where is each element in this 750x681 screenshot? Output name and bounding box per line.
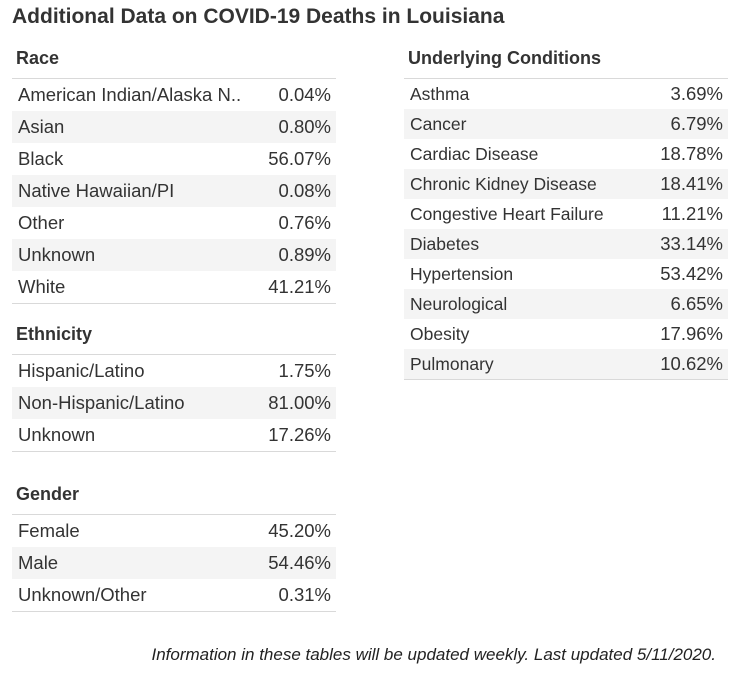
row-value: 17.26% (268, 424, 331, 445)
race-table: American Indian/Alaska N.. 0.04% Asian 0.80… (12, 78, 336, 304)
row-value: 54.46% (268, 552, 331, 573)
table-row: Unknown 0.89% (12, 239, 336, 271)
gender-table: Female 45.20% Male 54.46% Unknown/Other 0.31% (12, 514, 336, 612)
row-value: 0.08% (278, 180, 331, 201)
row-label: Diabetes (410, 233, 480, 254)
table-row: Female 45.20% (12, 515, 336, 547)
race-heading: Race (16, 48, 60, 68)
row-value: 1.75% (278, 360, 331, 381)
row-label: Asthma (410, 83, 470, 104)
row-value: 18.41% (660, 173, 723, 194)
table-row: Non-Hispanic/Latino 81.00% (12, 387, 336, 419)
table-row: Chronic Kidney Disease 18.41% (404, 169, 728, 199)
row-label: Other (18, 212, 65, 233)
table-row: Cancer 6.79% (404, 109, 728, 139)
row-label: Hispanic/Latino (18, 360, 145, 381)
row-value: 0.31% (278, 584, 331, 605)
table-row: Neurological 6.65% (404, 289, 728, 319)
gender-heading: Gender (16, 484, 80, 504)
row-label: Unknown (18, 424, 96, 445)
table-row: Asian 0.80% (12, 111, 336, 143)
row-value: 41.21% (268, 276, 331, 297)
table-row: Unknown/Other 0.31% (12, 579, 336, 611)
table-row: Obesity 17.96% (404, 319, 728, 349)
row-value: 11.21% (661, 203, 723, 224)
row-value: 3.69% (670, 83, 723, 104)
table-row: Male 54.46% (12, 547, 336, 579)
ethnicity-heading: Ethnicity (16, 324, 93, 344)
row-value: 56.07% (268, 148, 331, 169)
row-label: Cardiac Disease (410, 143, 539, 164)
row-label: Chronic Kidney Disease (410, 173, 597, 194)
row-label: Black (18, 148, 64, 169)
row-label: Congestive Heart Failure (410, 203, 604, 224)
row-value: 6.79% (670, 113, 723, 134)
row-value: 10.62% (660, 353, 723, 374)
table-row: Native Hawaiian/PI 0.08% (12, 175, 336, 207)
row-value: 0.76% (278, 212, 331, 233)
row-label: Non-Hispanic/Latino (18, 392, 185, 413)
table-row: Unknown 17.26% (12, 419, 336, 451)
row-label: Unknown/Other (18, 584, 147, 605)
table-row: Hypertension 53.42% (404, 259, 728, 289)
table-row: American Indian/Alaska N.. 0.04% (12, 79, 336, 111)
row-value: 6.65% (670, 293, 723, 314)
page-title: Additional Data on COVID-19 Deaths in Lo… (12, 5, 505, 28)
row-label: Asian (18, 116, 65, 137)
table-row: Pulmonary 10.62% (404, 349, 728, 379)
row-label: Obesity (410, 323, 470, 344)
row-label: Female (18, 520, 80, 541)
table-row: Hispanic/Latino 1.75% (12, 355, 336, 387)
row-label: Native Hawaiian/PI (18, 180, 175, 201)
table-row: Diabetes 33.14% (404, 229, 728, 259)
row-value: 53.42% (660, 263, 723, 284)
row-label: Hypertension (410, 263, 514, 284)
row-value: 33.14% (660, 233, 723, 254)
row-label: Neurological (410, 293, 508, 314)
row-label: Pulmonary (410, 353, 494, 374)
table-row: Congestive Heart Failure 11.21% (404, 199, 728, 229)
row-label: American Indian/Alaska N.. (18, 84, 242, 105)
row-value: 18.78% (660, 143, 723, 164)
row-label: Unknown (18, 244, 96, 265)
row-label: Cancer (410, 113, 467, 134)
footer-note: Information in these tables will be upda… (151, 645, 716, 664)
table-row: Cardiac Disease 18.78% (404, 139, 728, 169)
row-value: 81.00% (268, 392, 331, 413)
row-label: Male (18, 552, 59, 573)
table-row: Other 0.76% (12, 207, 336, 239)
row-value: 0.80% (278, 116, 331, 137)
row-value: 17.96% (660, 323, 723, 344)
table-row: Asthma 3.69% (404, 79, 728, 109)
conditions-table: Asthma 3.69% Cancer 6.79% Cardiac Disease 18.… (404, 78, 728, 380)
row-value: 0.04% (278, 84, 331, 105)
table-row: White 41.21% (12, 271, 336, 303)
ethnicity-table: Hispanic/Latino 1.75% Non-Hispanic/Latino 8… (12, 354, 336, 452)
conditions-heading: Underlying Conditions (408, 48, 601, 68)
row-value: 45.20% (268, 520, 331, 541)
row-label: White (18, 276, 66, 297)
row-value: 0.89% (278, 244, 331, 265)
table-row: Black 56.07% (12, 143, 336, 175)
